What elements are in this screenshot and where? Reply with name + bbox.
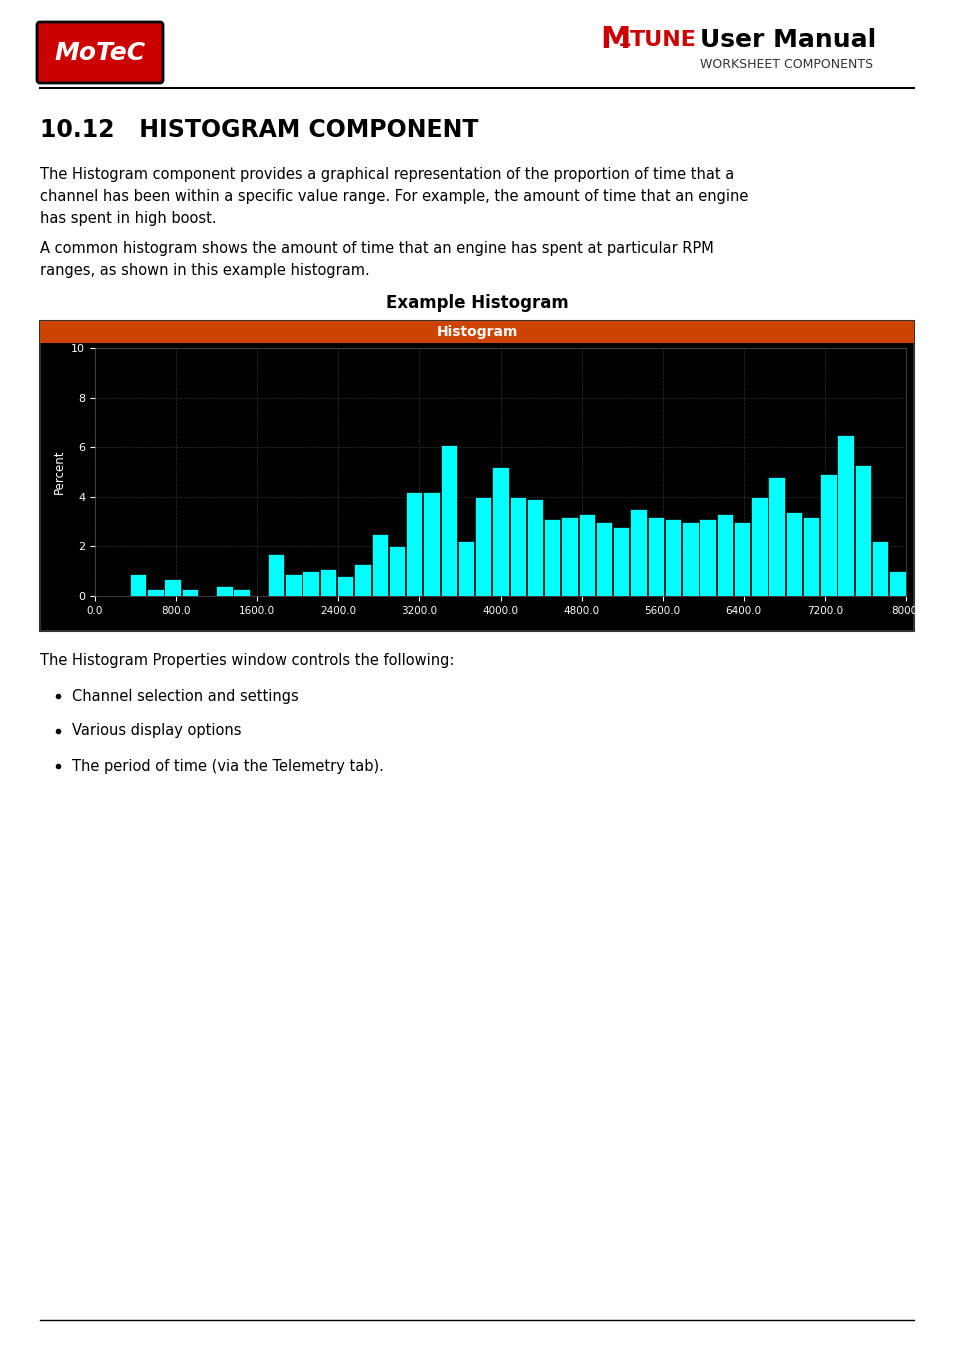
Bar	[285, 574, 301, 595]
Bar	[596, 521, 612, 595]
FancyBboxPatch shape	[37, 22, 163, 82]
Bar	[543, 520, 559, 595]
Bar	[164, 579, 181, 595]
Text: Various display options: Various display options	[71, 724, 241, 738]
Bar	[389, 547, 405, 595]
Bar	[336, 576, 353, 595]
Bar	[613, 526, 629, 595]
Bar	[560, 517, 578, 595]
Text: has spent in high boost.: has spent in high boost.	[40, 212, 216, 227]
Bar	[733, 521, 749, 595]
Text: The Histogram component provides a graphical representation of the proportion of: The Histogram component provides a graph…	[40, 167, 734, 182]
Text: 1449 Samples, Zoom Linked: 1449 Samples, Zoom Linked	[100, 352, 248, 363]
Text: Engine Speed [rpm]: Engine Speed [rpm]	[108, 360, 212, 370]
Text: M: M	[599, 26, 630, 54]
Text: WORKSHEET COMPONENTS: WORKSHEET COMPONENTS	[700, 58, 872, 72]
Text: MoTeC: MoTeC	[54, 40, 146, 65]
Bar	[319, 568, 335, 595]
Bar	[854, 464, 870, 595]
Bar	[371, 535, 388, 595]
Bar	[716, 514, 732, 595]
Text: Histogram: Histogram	[436, 325, 517, 339]
Bar	[492, 467, 508, 595]
Y-axis label: Percent: Percent	[52, 450, 66, 494]
Text: User Manual: User Manual	[700, 28, 876, 53]
Bar	[664, 520, 680, 595]
Bar	[578, 514, 595, 595]
Bar	[647, 517, 663, 595]
Bar	[630, 509, 646, 595]
Bar	[767, 477, 784, 595]
Bar	[750, 497, 767, 595]
Bar	[785, 512, 801, 595]
Bar	[147, 589, 163, 595]
Text: The Histogram Properties window controls the following:: The Histogram Properties window controls…	[40, 653, 454, 668]
Bar	[268, 554, 284, 595]
Bar	[681, 521, 698, 595]
Bar	[699, 520, 715, 595]
Text: Channel selection and settings: Channel selection and settings	[71, 688, 298, 703]
Bar	[40, 321, 913, 630]
Bar	[871, 541, 887, 595]
Bar	[216, 586, 233, 595]
Bar	[820, 474, 836, 595]
Bar	[526, 500, 542, 595]
Bar	[457, 541, 474, 595]
Bar	[233, 589, 250, 595]
Text: The period of time (via the Telemetry tab).: The period of time (via the Telemetry ta…	[71, 759, 383, 774]
Bar	[40, 321, 913, 343]
Bar	[837, 435, 853, 595]
Text: ranges, as shown in this example histogram.: ranges, as shown in this example histogr…	[40, 263, 370, 278]
Text: A common histogram shows the amount of time that an engine has spent at particul: A common histogram shows the amount of t…	[40, 242, 713, 256]
Bar	[130, 574, 146, 595]
Bar	[509, 497, 525, 595]
Bar	[440, 444, 456, 595]
Bar	[181, 589, 198, 595]
Text: 10.12   HISTOGRAM COMPONENT: 10.12 HISTOGRAM COMPONENT	[40, 117, 478, 142]
Bar	[302, 571, 318, 595]
Text: TUNE: TUNE	[629, 30, 696, 50]
Bar	[802, 517, 819, 595]
Text: Example Histogram: Example Histogram	[385, 294, 568, 312]
Text: 1: 1	[618, 31, 631, 50]
Bar	[888, 571, 904, 595]
Bar	[406, 491, 422, 595]
Bar	[354, 564, 371, 595]
Text: channel has been within a specific value range. For example, the amount of time : channel has been within a specific value…	[40, 189, 747, 204]
Bar	[475, 497, 491, 595]
Bar	[423, 491, 439, 595]
